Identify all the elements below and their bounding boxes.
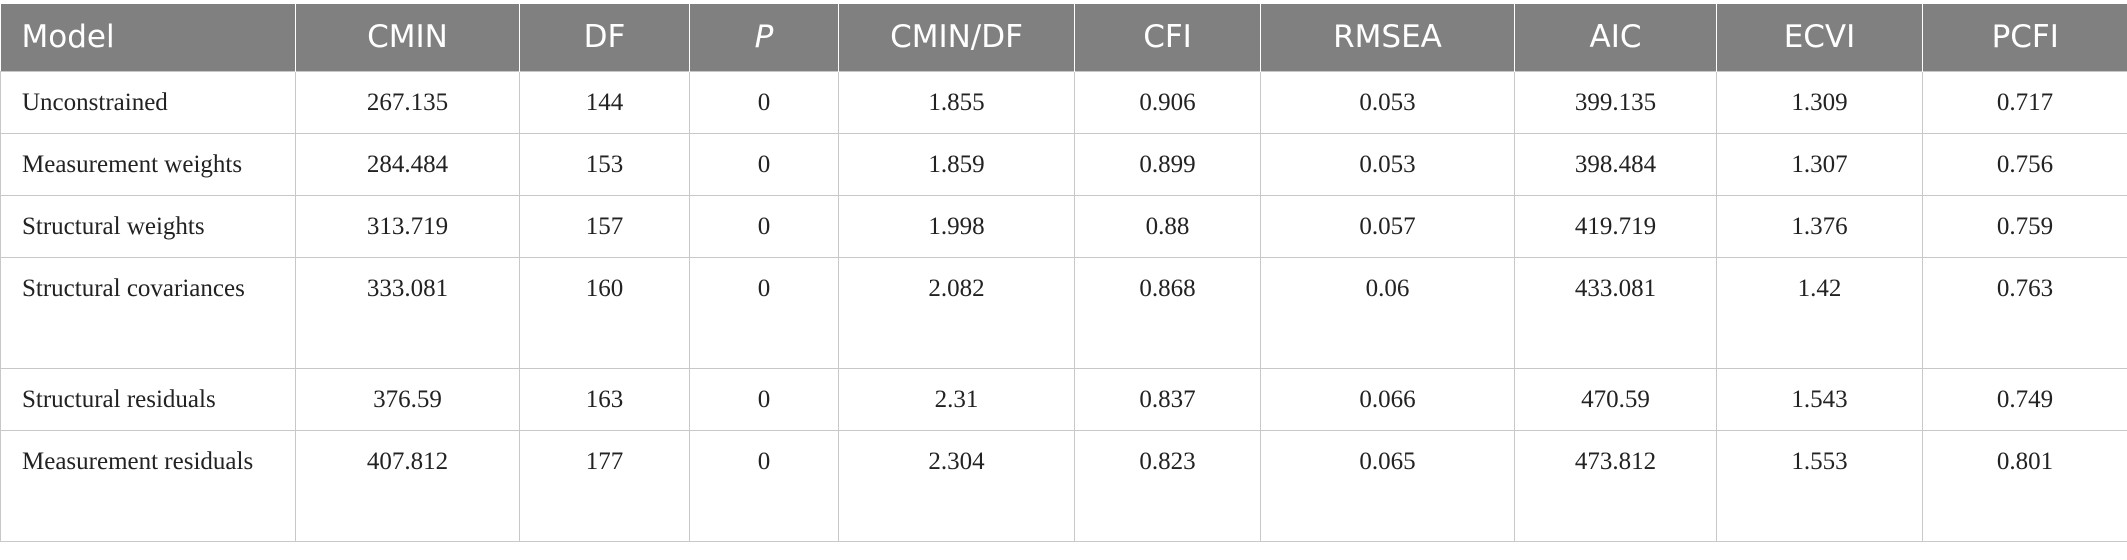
header-ecvi: ECVI xyxy=(1716,4,1923,71)
cell-cmin: 313.719 xyxy=(295,194,520,258)
model-fit-table-container: Model CMIN DF P CMIN/DF CFI RMSEA AIC EC… xyxy=(0,4,2127,542)
table-row: Measurement weights 284.484 153 0 1.859 … xyxy=(0,132,2127,196)
header-rmsea: RMSEA xyxy=(1260,4,1515,71)
cell-cmin-df: 1.859 xyxy=(838,132,1075,196)
cell-cfi: 0.899 xyxy=(1074,132,1261,196)
cell-cmin-df: 2.082 xyxy=(838,256,1075,369)
model-fit-table: Model CMIN DF P CMIN/DF CFI RMSEA AIC EC… xyxy=(0,4,2127,542)
cell-df: 157 xyxy=(519,194,690,258)
cell-cmin-df: 2.304 xyxy=(838,429,1075,542)
cell-ecvi: 1.309 xyxy=(1716,70,1923,134)
cell-df: 144 xyxy=(519,70,690,134)
table-row: Unconstrained 267.135 144 0 1.855 0.906 … xyxy=(0,70,2127,134)
header-model: Model xyxy=(0,4,296,71)
cell-pcfi: 0.759 xyxy=(1922,194,2127,258)
cell-rmsea: 0.053 xyxy=(1260,132,1515,196)
table-body: Unconstrained 267.135 144 0 1.855 0.906 … xyxy=(0,70,2127,542)
cell-pcfi: 0.763 xyxy=(1922,256,2127,369)
cell-p: 0 xyxy=(689,70,839,134)
table-row: Structural residuals 376.59 163 0 2.31 0… xyxy=(0,367,2127,431)
table-row: Structural covariances 333.081 160 0 2.0… xyxy=(0,256,2127,369)
cell-ecvi: 1.376 xyxy=(1716,194,1923,258)
cell-df: 160 xyxy=(519,256,690,369)
cell-pcfi: 0.756 xyxy=(1922,132,2127,196)
cell-cmin: 407.812 xyxy=(295,429,520,542)
table-row: Structural weights 313.719 157 0 1.998 0… xyxy=(0,194,2127,258)
cell-p: 0 xyxy=(689,256,839,369)
cell-rmsea: 0.053 xyxy=(1260,70,1515,134)
header-p: P xyxy=(689,4,839,71)
cell-aic: 470.59 xyxy=(1514,367,1717,431)
cell-p: 0 xyxy=(689,429,839,542)
header-row: Model CMIN DF P CMIN/DF CFI RMSEA AIC EC… xyxy=(0,4,2127,71)
cell-rmsea: 0.06 xyxy=(1260,256,1515,369)
cell-aic: 398.484 xyxy=(1514,132,1717,196)
header-df: DF xyxy=(519,4,690,71)
cell-aic: 433.081 xyxy=(1514,256,1717,369)
cell-df: 163 xyxy=(519,367,690,431)
cell-cmin: 284.484 xyxy=(295,132,520,196)
cell-ecvi: 1.42 xyxy=(1716,256,1923,369)
cell-cfi: 0.868 xyxy=(1074,256,1261,369)
cell-cmin-df: 2.31 xyxy=(838,367,1075,431)
header-cfi: CFI xyxy=(1074,4,1261,71)
cell-df: 153 xyxy=(519,132,690,196)
cell-cmin-df: 1.998 xyxy=(838,194,1075,258)
cell-p: 0 xyxy=(689,194,839,258)
cell-aic: 473.812 xyxy=(1514,429,1717,542)
header-aic: AIC xyxy=(1514,4,1717,71)
cell-model: Structural residuals xyxy=(0,367,296,431)
cell-cfi: 0.88 xyxy=(1074,194,1261,258)
cell-rmsea: 0.057 xyxy=(1260,194,1515,258)
table-row: Measurement residuals 407.812 177 0 2.30… xyxy=(0,429,2127,542)
header-pcfi: PCFI xyxy=(1922,4,2127,71)
cell-pcfi: 0.717 xyxy=(1922,70,2127,134)
cell-ecvi: 1.307 xyxy=(1716,132,1923,196)
cell-rmsea: 0.066 xyxy=(1260,367,1515,431)
cell-aic: 399.135 xyxy=(1514,70,1717,134)
cell-model: Measurement residuals xyxy=(0,429,296,542)
cell-ecvi: 1.553 xyxy=(1716,429,1923,542)
cell-p: 0 xyxy=(689,132,839,196)
cell-model: Structural covariances xyxy=(0,256,296,369)
cell-cmin: 333.081 xyxy=(295,256,520,369)
cell-rmsea: 0.065 xyxy=(1260,429,1515,542)
cell-pcfi: 0.801 xyxy=(1922,429,2127,542)
header-cmin-df: CMIN/DF xyxy=(838,4,1075,71)
cell-cfi: 0.823 xyxy=(1074,429,1261,542)
cell-ecvi: 1.543 xyxy=(1716,367,1923,431)
cell-model: Structural weights xyxy=(0,194,296,258)
cell-cmin: 376.59 xyxy=(295,367,520,431)
cell-model: Unconstrained xyxy=(0,70,296,134)
cell-df: 177 xyxy=(519,429,690,542)
cell-cfi: 0.837 xyxy=(1074,367,1261,431)
cell-cmin-df: 1.855 xyxy=(838,70,1075,134)
table-header: Model CMIN DF P CMIN/DF CFI RMSEA AIC EC… xyxy=(0,4,2127,71)
cell-cmin: 267.135 xyxy=(295,70,520,134)
cell-pcfi: 0.749 xyxy=(1922,367,2127,431)
cell-cfi: 0.906 xyxy=(1074,70,1261,134)
header-cmin: CMIN xyxy=(295,4,520,71)
cell-aic: 419.719 xyxy=(1514,194,1717,258)
cell-p: 0 xyxy=(689,367,839,431)
cell-model: Measurement weights xyxy=(0,132,296,196)
